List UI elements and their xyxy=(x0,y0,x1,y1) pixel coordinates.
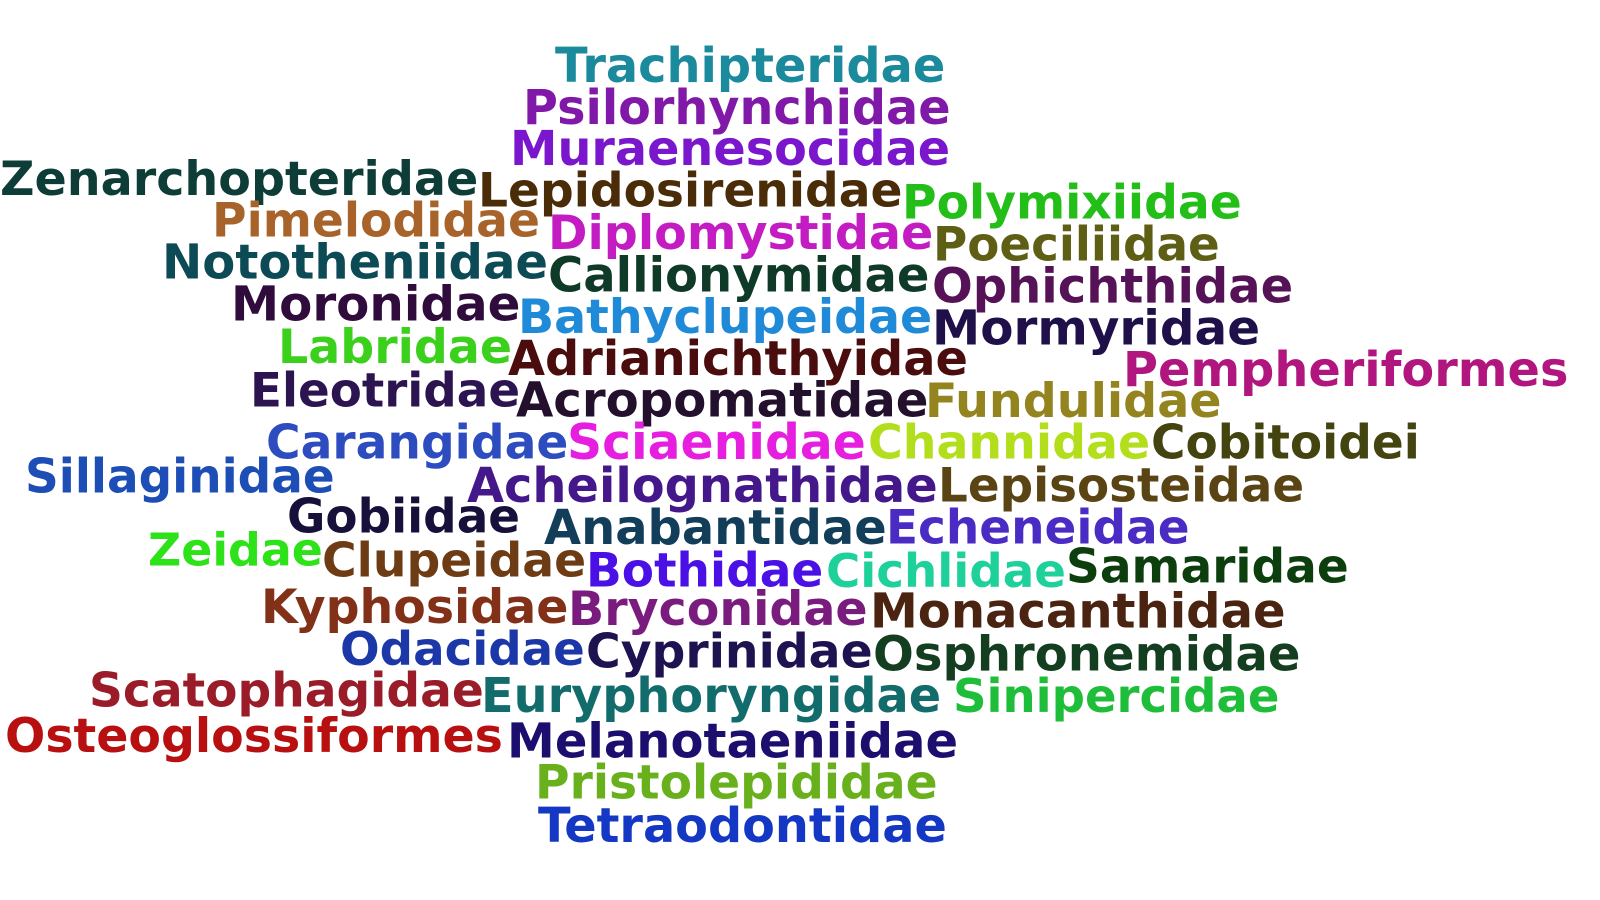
word-echeneidae: Echeneidae xyxy=(886,501,1190,556)
word-monacanthidae: Monacanthidae xyxy=(870,583,1286,639)
word-callionymidae: Callionymidae xyxy=(548,247,930,303)
word-osteoglossiformes: Osteoglossiformes xyxy=(5,708,503,764)
word-polymixiidae: Polymixiidae xyxy=(902,175,1242,231)
word-adrianichthyidae: Adrianichthyidae xyxy=(508,331,968,387)
word-fundulidae: Fundulidae xyxy=(925,373,1222,429)
word-moronidae: Moronidae xyxy=(231,276,521,333)
word-odacidae: Odacidae xyxy=(340,622,585,677)
word-samaridae: Samaridae xyxy=(1066,540,1349,595)
word-pimelodidae: Pimelodidae xyxy=(212,193,540,249)
word-psilorhynchidae: Psilorhynchidae xyxy=(523,80,951,136)
word-clupeidae: Clupeidae xyxy=(322,533,587,589)
word-muraenesocidae: Muraenesocidae xyxy=(510,121,951,177)
word-kyphosidae: Kyphosidae xyxy=(261,579,569,635)
word-ophichthidae: Ophichthidae xyxy=(932,258,1294,314)
word-cyprinidae: Cyprinidae xyxy=(586,624,873,680)
word-cobitoidei: Cobitoidei xyxy=(1151,416,1420,471)
word-diplomystidae: Diplomystidae xyxy=(548,205,934,261)
word-poeciliidae: Poeciliidae xyxy=(933,217,1220,272)
word-zenarchopteridae: Zenarchopteridae xyxy=(0,151,479,207)
word-bathyclupeidae: Bathyclupeidae xyxy=(518,289,933,345)
word-melanotaeniidae: Melanotaeniidae xyxy=(507,713,959,769)
word-mormyridae: Mormyridae xyxy=(932,300,1261,357)
word-channidae: Channidae xyxy=(868,415,1151,471)
word-sinipercidae: Sinipercidae xyxy=(953,669,1280,724)
word-acheilognathidae: Acheilognathidae xyxy=(467,458,938,514)
word-nototheniidae: Nototheniidae xyxy=(162,235,549,291)
word-anabantidae: Anabantidae xyxy=(544,500,887,556)
word-scatophagidae: Scatophagidae xyxy=(89,663,484,719)
word-lepisosteidae: Lepisosteidae xyxy=(938,459,1305,514)
word-gobiidae: Gobiidae xyxy=(287,490,521,545)
word-eleotridae: Eleotridae xyxy=(250,363,521,418)
word-eurypharyngidae: Euryphoryngidae xyxy=(481,668,942,724)
word-trachipteridae: Trachipteridae xyxy=(555,38,946,94)
word-pempheriformes: Pempheriformes xyxy=(1123,342,1569,398)
word-acropomatidae: Acropomatidae xyxy=(516,373,929,429)
word-pristolepididae: Pristolepididae xyxy=(535,755,938,811)
word-sillaginidae: Sillaginidae xyxy=(25,450,335,505)
word-carangidae: Carangidae xyxy=(266,415,569,471)
word-lepidosirenidae: Lepidosirenidae xyxy=(478,163,903,219)
word-bothidae: Bothidae xyxy=(586,544,824,599)
word-sciaenidae: Sciaenidae xyxy=(567,414,866,472)
word-tetraodontidae: Tetraodontidae xyxy=(538,798,947,854)
word-osphronemidae: Osphronemidae xyxy=(873,626,1301,682)
word-labridae: Labridae xyxy=(278,319,513,375)
word-cichlidae: Cichlidae xyxy=(826,544,1066,599)
word-bryconidae: Bryconidae xyxy=(568,581,868,637)
word-zeidae: Zeidae xyxy=(148,524,323,578)
